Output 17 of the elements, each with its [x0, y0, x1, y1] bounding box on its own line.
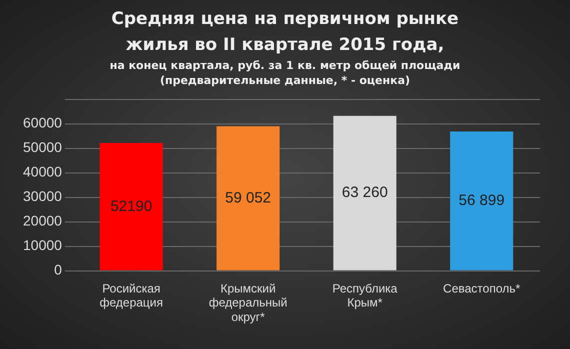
chart-subtitle: на конец квартала, руб. за 1 кв. метр общей площади (предварительные данные, * - оценка): [108, 58, 462, 88]
y-tick-label: 10000: [22, 237, 62, 254]
x-tick-label: Росийская федерация: [100, 281, 164, 310]
y-tick-label: 60000: [22, 114, 62, 131]
x-tick-label: Крымский федеральный округ*: [208, 281, 288, 324]
y-tick-label: 50000: [22, 139, 62, 156]
data-label: 59 052: [225, 189, 272, 206]
data-label: 52190: [110, 198, 152, 215]
y-tick-label: 20000: [22, 212, 62, 229]
y-tick-label: 30000: [22, 188, 62, 204]
x-tick-label: Севастополь*: [443, 281, 521, 296]
data-label: 63 260: [342, 184, 388, 202]
data-label: 56 899: [458, 192, 505, 210]
chart-title: Средняя цена на первичном рынке жилья во II квартале 2015 года,: [110, 8, 460, 57]
y-tick-label: 40000: [22, 164, 62, 180]
y-tick-label: 0: [54, 262, 62, 278]
x-tick-label: Республика Крым*: [332, 281, 398, 310]
